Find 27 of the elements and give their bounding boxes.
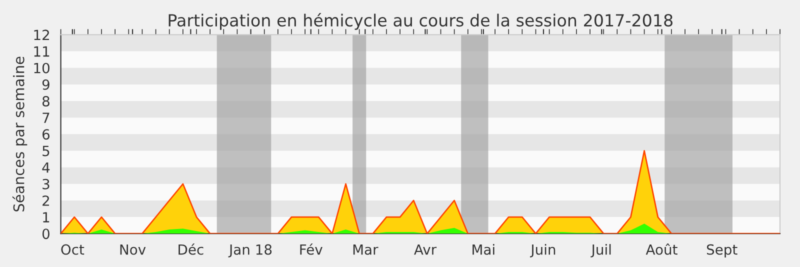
x-tick-label: Nov <box>120 244 146 255</box>
y-tick-label: 11 <box>34 46 50 57</box>
x-tick-label: Déc <box>178 243 204 255</box>
y-tick-label: 7 <box>42 112 50 123</box>
y-tick-label: 6 <box>42 129 50 140</box>
y-tick-label: 9 <box>42 79 50 90</box>
chart-title: Participation en hémicycle au cours de la session 2017-2018 <box>168 13 672 30</box>
x-tick-label: Mar <box>353 244 378 255</box>
y-tick-label: 1 <box>43 212 50 222</box>
x-tick-label: Mai <box>472 244 494 255</box>
x-tick-label: Juil <box>590 244 611 258</box>
x-tick-label: Août <box>646 243 678 255</box>
x-tick-label: Avr <box>414 244 437 255</box>
x-tick-label: Jan 18 <box>228 244 272 258</box>
y-axis-title: Séances par semaine <box>12 56 28 212</box>
x-tick-label: Juin <box>530 244 556 258</box>
x-tick-label: Sept <box>706 244 738 258</box>
y-tick-label: 12 <box>34 30 49 40</box>
y-tick-label: 5 <box>42 146 50 156</box>
x-tick-label: Fév <box>300 243 322 255</box>
y-tick-label: 0 <box>42 228 50 240</box>
y-tick-label: 2 <box>42 195 49 206</box>
y-tick-label: 8 <box>42 96 50 106</box>
y-tick-label: 4 <box>42 162 50 173</box>
x-tick-label: Oct <box>61 244 84 255</box>
y-tick-label: 3 <box>42 178 50 190</box>
y-tick-label: 10 <box>34 62 50 74</box>
